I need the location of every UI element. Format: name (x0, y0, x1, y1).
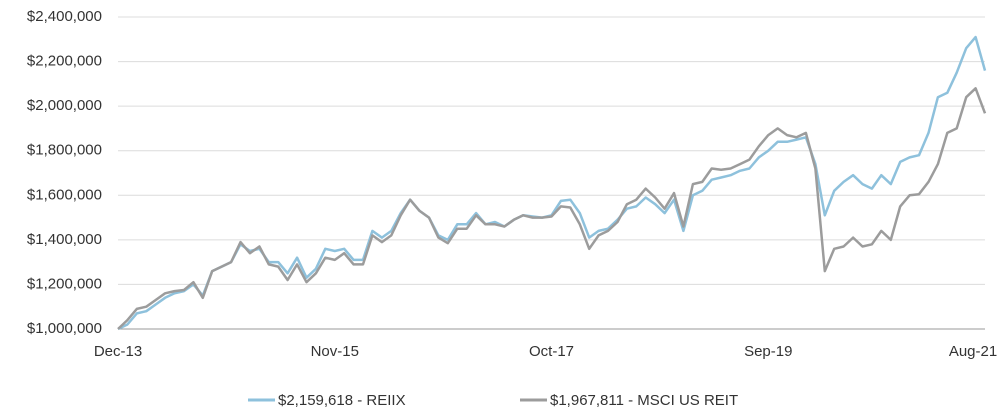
y-tick-label: $2,000,000 (27, 97, 102, 114)
legend-label: $1,967,811 - MSCI US REIT (550, 392, 738, 409)
x-tick-label: Sep-19 (744, 343, 792, 360)
y-tick-label: $2,400,000 (27, 8, 102, 25)
x-tick-label: Aug-21 (949, 343, 997, 360)
y-tick-label: $1,800,000 (27, 142, 102, 159)
y-tick-label: $1,600,000 (27, 186, 102, 203)
y-tick-label: $2,200,000 (27, 53, 102, 70)
y-tick-label: $1,000,000 (27, 320, 102, 337)
x-tick-label: Nov-15 (311, 343, 359, 360)
legend-label: $2,159,618 - REIIX (278, 392, 406, 409)
series-line (117, 87, 987, 330)
x-tick-label: Oct-17 (529, 343, 574, 360)
y-tick-label: $1,400,000 (27, 231, 102, 248)
y-tick-label: $1,200,000 (27, 275, 102, 292)
series-line (117, 35, 987, 331)
x-tick-label: Dec-13 (94, 343, 142, 360)
